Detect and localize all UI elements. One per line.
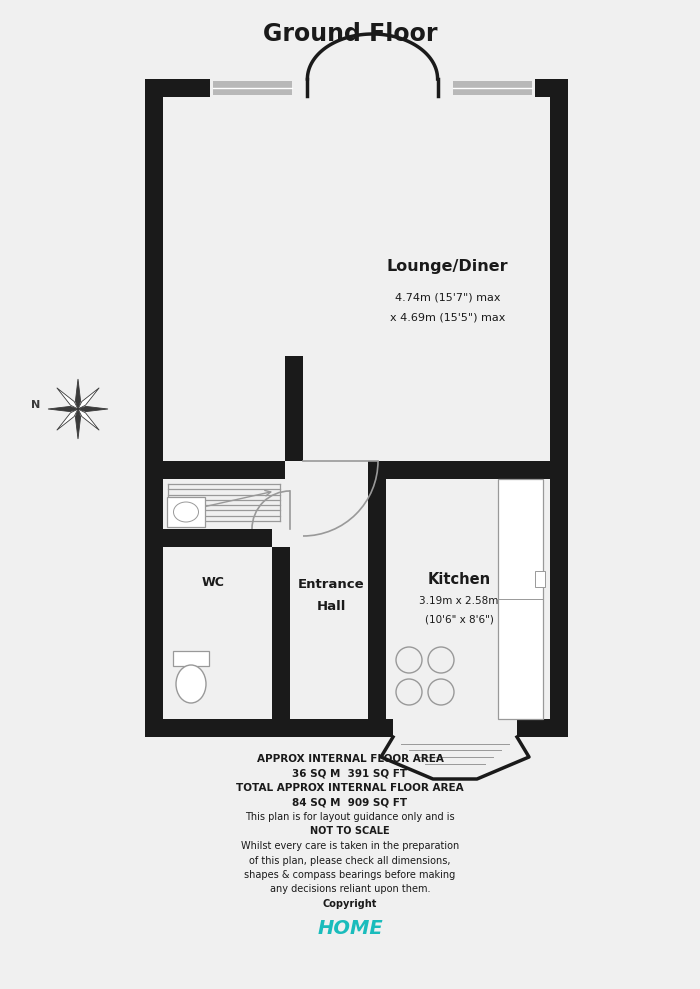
Polygon shape <box>76 379 80 409</box>
Bar <box>535 571 545 587</box>
Polygon shape <box>78 409 99 430</box>
Ellipse shape <box>176 665 206 703</box>
Text: x 4.69m (15'5") max: x 4.69m (15'5") max <box>390 313 505 323</box>
Bar <box>368 461 550 479</box>
Polygon shape <box>307 34 438 79</box>
Polygon shape <box>57 409 78 430</box>
Polygon shape <box>78 388 99 409</box>
Bar <box>450 79 535 97</box>
Text: 84 SQ M  909 SQ FT: 84 SQ M 909 SQ FT <box>293 797 407 807</box>
Polygon shape <box>57 388 78 409</box>
Bar <box>393 717 517 737</box>
Text: WC: WC <box>202 576 225 588</box>
Text: 36 SQ M  391 SQ FT: 36 SQ M 391 SQ FT <box>293 768 407 778</box>
Text: APPROX INTERNAL FLOOR AREA: APPROX INTERNAL FLOOR AREA <box>257 754 443 764</box>
Text: Ground Floor: Ground Floor <box>262 22 438 46</box>
Text: TOTAL APPROX INTERNAL FLOOR AREA: TOTAL APPROX INTERNAL FLOOR AREA <box>236 783 464 793</box>
Text: 4.74m (15'7") max: 4.74m (15'7") max <box>395 293 500 303</box>
Bar <box>272 547 290 719</box>
Text: Whilst every care is taken in the preparation: Whilst every care is taken in the prepar… <box>241 841 459 851</box>
Text: HOME: HOME <box>317 919 383 938</box>
Text: 3.19m x 2.58m: 3.19m x 2.58m <box>419 596 498 606</box>
Bar <box>163 529 272 547</box>
Bar <box>285 356 303 461</box>
Text: Kitchen: Kitchen <box>428 572 491 586</box>
Text: shapes & compass bearings before making: shapes & compass bearings before making <box>244 870 456 880</box>
Text: Copyright: Copyright <box>323 899 377 909</box>
Bar <box>173 651 209 666</box>
Bar <box>163 461 285 479</box>
Bar <box>550 79 568 737</box>
Text: N: N <box>32 400 41 410</box>
Bar <box>498 479 543 719</box>
Text: (10'6" x 8'6"): (10'6" x 8'6") <box>425 614 493 624</box>
Text: Entrance: Entrance <box>298 578 365 590</box>
Bar <box>302 26 442 81</box>
Ellipse shape <box>174 502 199 522</box>
Polygon shape <box>78 406 108 411</box>
Bar <box>295 79 450 97</box>
Text: Lounge/Diner: Lounge/Diner <box>386 258 508 274</box>
Bar <box>145 719 568 737</box>
Bar <box>145 79 163 737</box>
Polygon shape <box>76 409 80 439</box>
Text: of this plan, please check all dimensions,: of this plan, please check all dimension… <box>249 855 451 865</box>
Polygon shape <box>48 406 78 411</box>
Bar <box>453 81 532 95</box>
Bar <box>145 79 568 97</box>
Text: This plan is for layout guidance only and is: This plan is for layout guidance only an… <box>245 812 455 822</box>
Bar <box>368 479 386 719</box>
Bar <box>210 79 295 97</box>
Text: NOT TO SCALE: NOT TO SCALE <box>310 827 390 837</box>
Bar <box>167 497 205 527</box>
Bar <box>213 81 292 95</box>
Text: any decisions reliant upon them.: any decisions reliant upon them. <box>270 884 430 894</box>
Text: Hall: Hall <box>317 599 346 612</box>
